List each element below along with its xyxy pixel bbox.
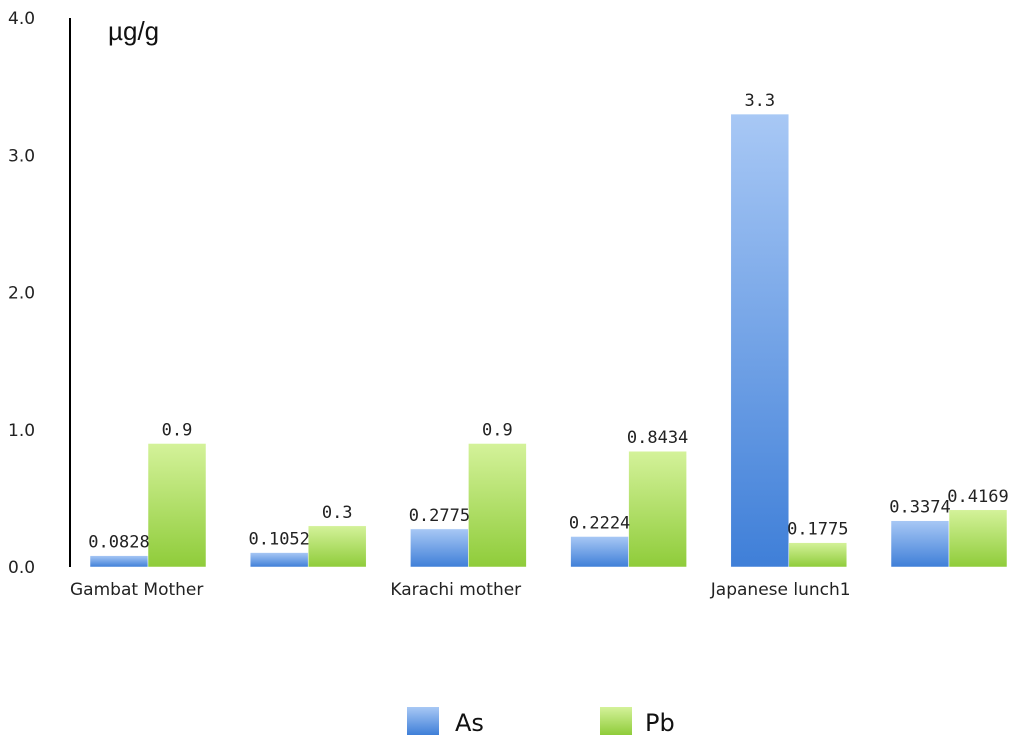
- y-tick-label: 0.0: [8, 558, 35, 578]
- data-label: 0.1052: [248, 530, 309, 550]
- bar-as: [410, 528, 469, 568]
- bar-as: [890, 520, 950, 568]
- bar-as: [730, 113, 790, 568]
- category-label: Japanese lunch1: [710, 580, 851, 600]
- legend-label-as: As: [455, 709, 484, 737]
- bar-as: [89, 555, 149, 568]
- bar-pb: [147, 443, 207, 568]
- category-label: Karachi mother: [390, 580, 521, 600]
- data-label: 0.2775: [409, 506, 470, 526]
- bar-as: [570, 536, 629, 568]
- bars: [89, 113, 1008, 568]
- legend-swatch-as: [407, 707, 439, 735]
- legend: As Pb: [407, 707, 675, 737]
- bar-pb: [468, 443, 527, 568]
- bar-pb: [307, 525, 367, 568]
- data-label: 0.9: [482, 420, 513, 440]
- data-label: 0.0828: [88, 533, 149, 553]
- data-label: 0.3: [322, 503, 353, 523]
- bar-pb: [628, 450, 687, 568]
- unit-label: µg/g: [108, 16, 159, 46]
- data-label: 0.1775: [787, 520, 848, 540]
- category-labels: Gambat Mother Karachi mother Japanese lunc…: [70, 580, 851, 600]
- y-tick-label: 2.0: [8, 284, 35, 304]
- bar-pb: [948, 509, 1008, 568]
- data-label: 0.9: [162, 420, 193, 440]
- data-label: 0.3374: [889, 498, 950, 518]
- data-label: 0.4169: [947, 487, 1008, 507]
- bar-as: [249, 552, 309, 568]
- bar-pb: [788, 542, 848, 568]
- y-tick-label: 1.0: [8, 421, 35, 441]
- legend-swatch-pb: [600, 707, 632, 735]
- data-label: 3.3: [744, 91, 775, 111]
- data-label: 0.8434: [627, 428, 688, 448]
- legend-label-pb: Pb: [645, 709, 675, 737]
- y-tick-label: 4.0: [8, 9, 35, 29]
- y-tick-label: 3.0: [8, 146, 35, 166]
- data-labels: 0.0828 0.9 0.1052 0.3 0.2775 0.9 0.2224 0.8434 3…: [88, 91, 1008, 553]
- category-label: Gambat Mother: [70, 580, 203, 600]
- data-label: 0.2224: [569, 513, 630, 533]
- y-axis: 0.0 1.0 2.0 3.0 4.0: [8, 9, 71, 578]
